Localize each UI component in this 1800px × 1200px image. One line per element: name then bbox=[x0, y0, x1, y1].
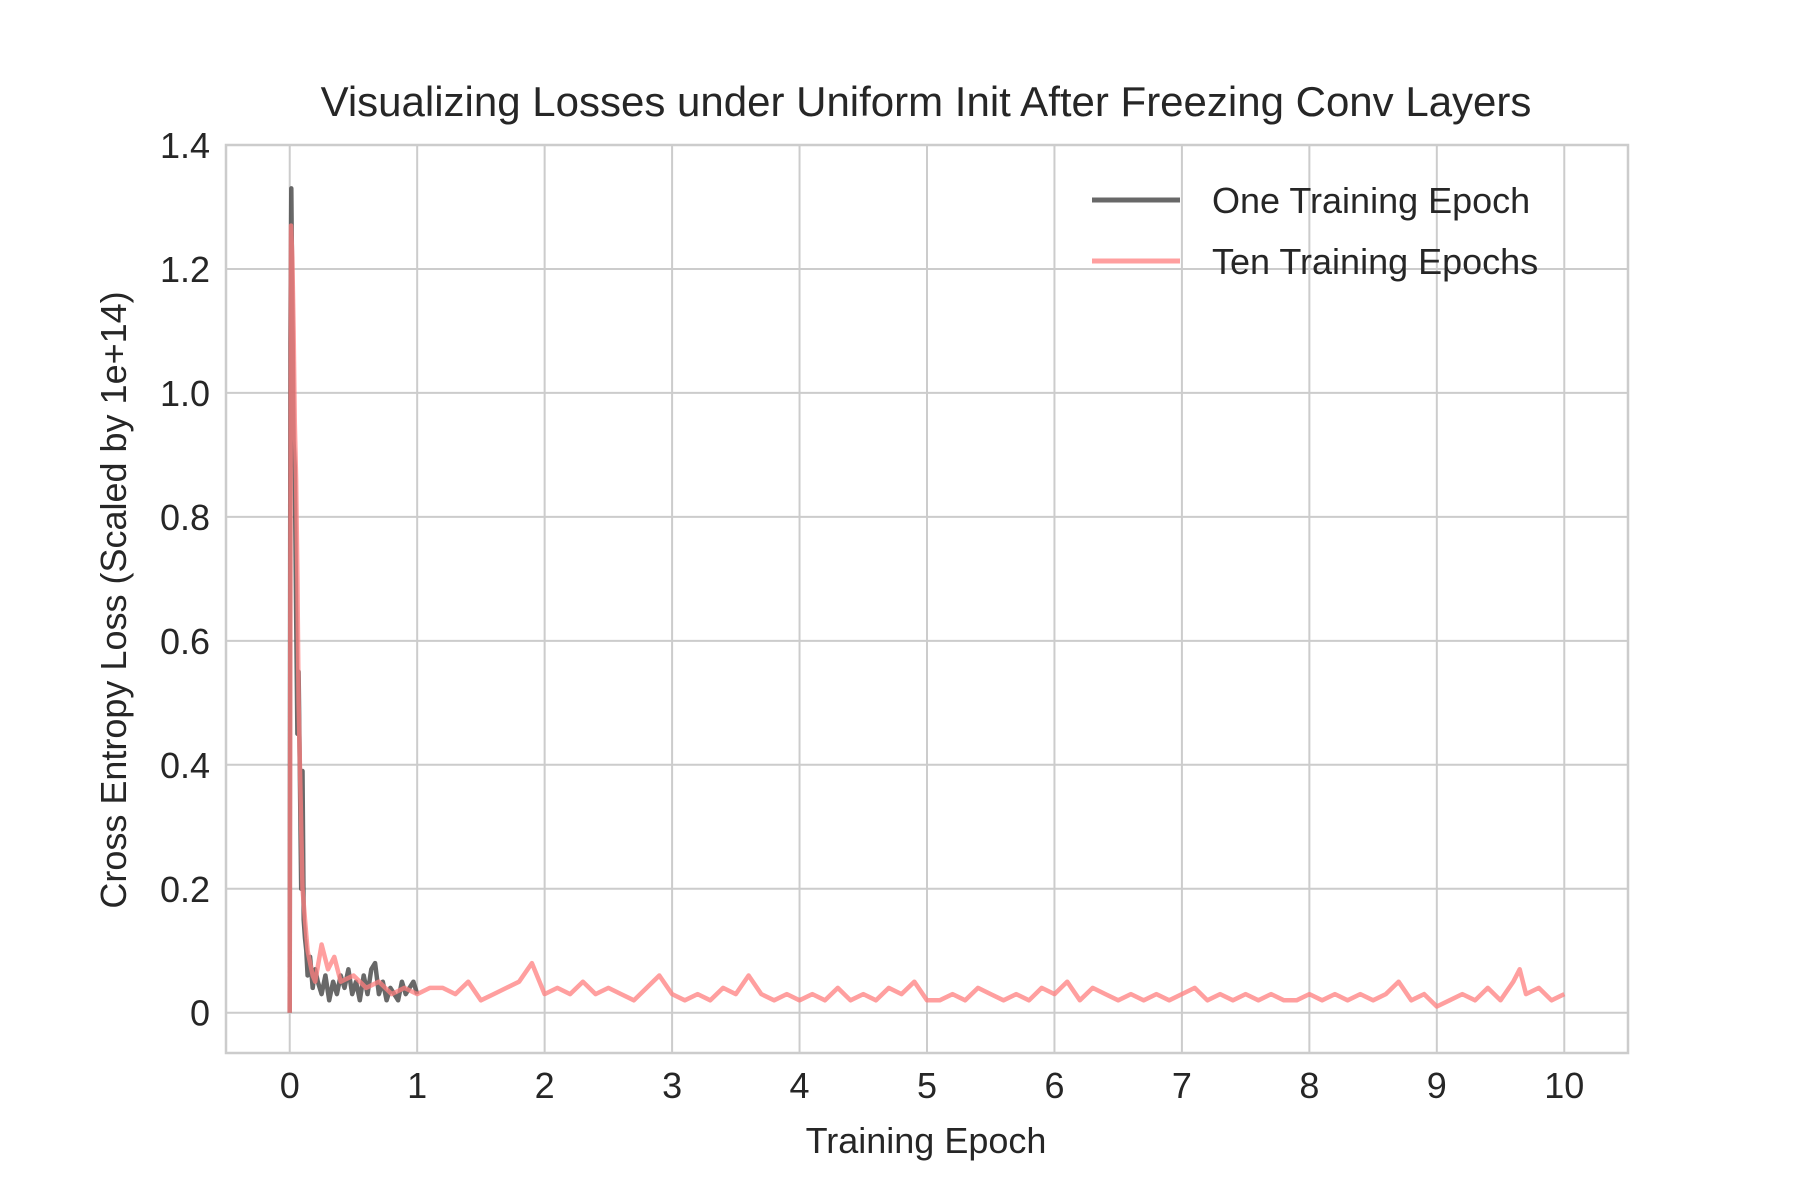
y-tick-label: 0.6 bbox=[160, 621, 210, 662]
x-tick-label: 8 bbox=[1299, 1065, 1319, 1106]
plot-frame bbox=[224, 143, 1630, 1055]
y-tick-label: 1.2 bbox=[160, 249, 210, 290]
chart-title: Visualizing Losses under Uniform Init Af… bbox=[321, 78, 1532, 125]
y-tick-label: 0.4 bbox=[160, 745, 210, 786]
x-tick-label: 0 bbox=[280, 1065, 300, 1106]
y-tick-label: 1.4 bbox=[160, 125, 210, 166]
legend-label: One Training Epoch bbox=[1212, 180, 1530, 221]
x-tick-label: 5 bbox=[917, 1065, 937, 1106]
x-tick-label: 3 bbox=[662, 1065, 682, 1106]
y-axis-label: Cross Entropy Loss (Scaled by 1e+14) bbox=[93, 291, 134, 908]
x-tick-label: 4 bbox=[790, 1065, 810, 1106]
x-tick-label: 7 bbox=[1172, 1065, 1192, 1106]
y-tick-labels: 0 0.2 0.4 0.6 0.8 1.0 1.2 1.4 bbox=[160, 125, 210, 1034]
x-tick-label: 1 bbox=[407, 1065, 427, 1106]
series-lines bbox=[287, 186, 1566, 1013]
x-tick-label: 2 bbox=[535, 1065, 555, 1106]
x-axis-label: Training Epoch bbox=[806, 1120, 1047, 1161]
legend-label: Ten Training Epochs bbox=[1212, 241, 1538, 282]
y-tick-label: 0.8 bbox=[160, 497, 210, 538]
legend: One Training Epoch Ten Training Epochs bbox=[1092, 180, 1538, 282]
y-tick-label: 1.0 bbox=[160, 373, 210, 414]
x-tick-label: 10 bbox=[1544, 1065, 1584, 1106]
x-tick-label: 6 bbox=[1044, 1065, 1064, 1106]
series-line-2 bbox=[287, 223, 1566, 1013]
x-tick-labels: 0 1 2 3 4 5 6 7 8 9 10 bbox=[280, 1065, 1585, 1106]
x-tick-label: 9 bbox=[1427, 1065, 1447, 1106]
y-tick-label: 0 bbox=[190, 993, 210, 1034]
y-tick-label: 0.2 bbox=[160, 869, 210, 910]
